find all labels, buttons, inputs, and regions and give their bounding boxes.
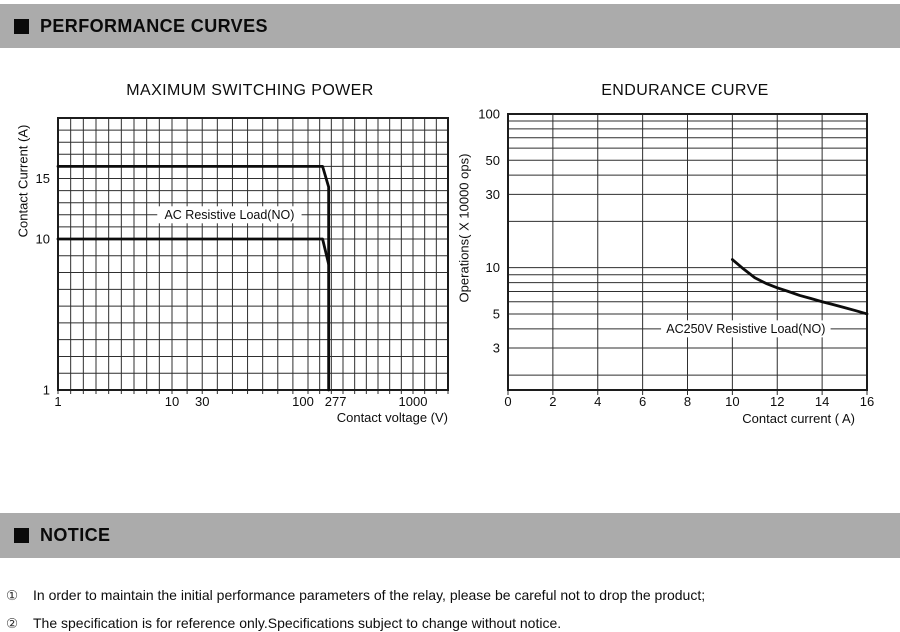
svg-text:10: 10: [486, 260, 500, 275]
svg-text:3: 3: [493, 341, 500, 356]
svg-text:30: 30: [195, 394, 209, 409]
notice-item-1: ① In order to maintain the initial perfo…: [6, 587, 705, 604]
svg-text:6: 6: [639, 394, 646, 409]
right-chart-title: ENDURANCE CURVE: [601, 82, 769, 99]
svg-text:AC250V Resistive Load(NO): AC250V Resistive Load(NO): [666, 322, 825, 336]
note-text: In order to maintain the initial perform…: [33, 587, 706, 603]
tick-labels: 1 10 30 100 277 1000 15 10 1: [36, 171, 428, 409]
performance-curves-header-bar: PERFORMANCE CURVES: [0, 4, 900, 48]
svg-text:AC Resistive Load(NO): AC Resistive Load(NO): [164, 208, 294, 222]
svg-text:16: 16: [860, 394, 874, 409]
svg-text:30: 30: [486, 187, 500, 202]
plot-border: [57, 117, 449, 391]
svg-text:277: 277: [325, 394, 347, 409]
svg-text:8: 8: [684, 394, 691, 409]
svg-text:12: 12: [770, 394, 784, 409]
svg-text:100: 100: [478, 107, 500, 122]
note-number: ②: [6, 616, 19, 631]
svg-text:0: 0: [504, 394, 511, 409]
data-curves: [730, 258, 869, 316]
tick-labels: 0 2 4 6 8 10 12 14 16 100 50 30 10 5 3: [478, 107, 874, 410]
svg-text:10: 10: [36, 232, 50, 247]
note-text: The specification is for reference only.…: [33, 615, 562, 631]
left-chart-title: MAXIMUM SWITCHING POWER: [126, 82, 374, 99]
curve-annotation: AC250V Resistive Load(NO): [661, 320, 831, 338]
svg-text:10: 10: [165, 394, 179, 409]
left-chart-x-axis-label: Contact voltage (V): [336, 410, 448, 425]
right-chart-x-axis-label: Contact current ( A): [742, 411, 855, 426]
note-number: ①: [6, 588, 19, 603]
svg-text:14: 14: [815, 394, 829, 409]
notice-item-2: ② The specification is for reference onl…: [6, 615, 561, 632]
data-curves: [56, 165, 331, 392]
max-switching-power-chart: AC Resistive Load(NO) 1 10 30 100 277 1000 15 10…: [36, 117, 449, 409]
grid-lines: [57, 118, 449, 394]
svg-text:50: 50: [486, 153, 500, 168]
grid-lines: [507, 114, 868, 395]
svg-text:10: 10: [725, 394, 739, 409]
svg-text:1: 1: [43, 383, 50, 398]
svg-text:5: 5: [493, 306, 500, 321]
svg-text:100: 100: [292, 394, 314, 409]
section-marker-icon: [14, 18, 29, 34]
plot-border: [507, 113, 868, 391]
svg-text:4: 4: [594, 394, 601, 409]
curve-annotation: AC Resistive Load(NO): [157, 206, 302, 224]
svg-text:1: 1: [54, 394, 61, 409]
notice-header-bar: NOTICE: [0, 513, 900, 558]
section-title: NOTICE: [40, 525, 111, 545]
endurance-curve-chart: AC250V Resistive Load(NO) 0 2 4 6 8 10 12 14 16 10…: [478, 107, 874, 410]
svg-text:2: 2: [549, 394, 556, 409]
svg-text:15: 15: [36, 171, 50, 186]
section-title: PERFORMANCE CURVES: [40, 15, 268, 36]
svg-text:1000: 1000: [399, 394, 428, 409]
section-marker-icon: [14, 528, 29, 543]
